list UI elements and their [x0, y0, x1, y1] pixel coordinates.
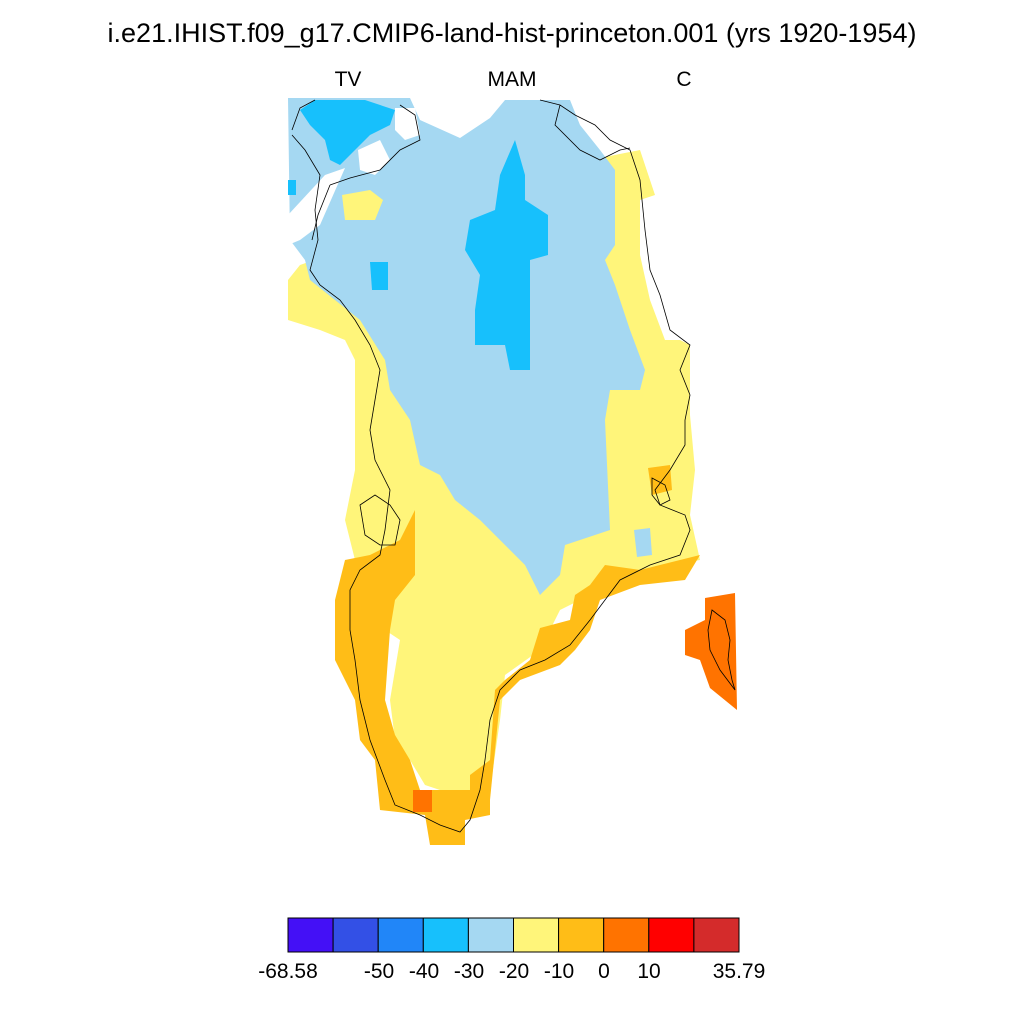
east-fjords: [651, 477, 671, 506]
field-band-minus10-zero: [335, 510, 700, 845]
units-label: C: [676, 68, 692, 91]
colorbar-box: [467, 917, 514, 953]
colorbar-boxes: [287, 917, 740, 953]
colorbar-box: [603, 917, 650, 953]
no-data-gap-a: [395, 108, 420, 140]
colorbar-tick-label: 35.79: [712, 960, 766, 983]
colorbar-box: [422, 917, 469, 953]
field-patch-minus20-minus10-nw: [342, 190, 383, 220]
map-title: i.e21.IHIST.f09_g17.CMIP6-land-hist-prin…: [107, 18, 917, 48]
field-patch-minus40-minus30-b: [288, 180, 296, 195]
colorbar-tick-label: -68.58: [258, 960, 318, 983]
colorbar-box: [648, 917, 695, 953]
field-patch-minus30-minus20-east: [634, 528, 652, 557]
colorbar-box: [513, 917, 560, 953]
colorbar-tick-label: -40: [408, 960, 440, 983]
colorbar-tick-label: -10: [543, 960, 575, 983]
colorbar-tick-label: 10: [637, 960, 661, 983]
greenland-coastline: [291, 99, 691, 833]
greenland-north-coast: [311, 104, 421, 241]
field-band-minus40-minus30-center: [465, 140, 548, 370]
no-data-gap-c: [288, 168, 345, 245]
colorbar-tick-label: 0: [598, 960, 610, 983]
field-band-minus30-minus20: [288, 98, 645, 595]
coastline: [291, 99, 736, 833]
colorbar-box: [287, 917, 334, 953]
greenland-inner-fjord: [359, 494, 401, 546]
colorbar-box: [693, 917, 740, 953]
field-patch-minus40-minus30-a: [370, 262, 388, 290]
field-band-minus40-minus30-north: [300, 100, 395, 165]
colorbar-box: [332, 917, 379, 953]
colorbar-box: [558, 917, 605, 953]
colorbar-box: [377, 917, 424, 953]
variable-label: TV: [334, 68, 362, 91]
colorbar-tick-label: -50: [363, 960, 395, 983]
no-data-gap-b: [358, 140, 390, 175]
field-fill: [288, 98, 737, 845]
field-band-zero-ten-south: [413, 790, 432, 812]
colorbar-tick-label: -30: [453, 960, 485, 983]
colorbar-tick-label: -20: [498, 960, 530, 983]
season-label: MAM: [487, 68, 537, 91]
iceland-coastline: [707, 609, 736, 691]
